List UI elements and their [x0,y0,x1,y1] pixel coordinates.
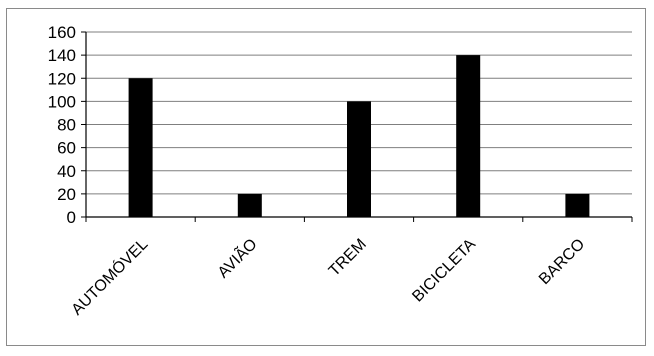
bar-trem [347,101,371,217]
x-category-label: TREM [326,236,370,280]
y-tick-label: 60 [57,139,76,158]
x-category-label: BICICLETA [409,236,479,306]
bar-automóvel [128,78,153,217]
y-tick-label: 20 [57,185,76,204]
bars [128,55,590,217]
x-category-label: AUTOMÓVEL [67,234,151,318]
y-tick-label: 0 [67,208,76,227]
y-tick-label: 80 [57,116,76,135]
y-tick-label: 120 [48,69,76,88]
y-tick-label: 160 [48,23,76,42]
bar-avião [237,193,262,217]
y-tick-label: 100 [48,92,76,111]
x-category-label: BARCO [536,236,588,288]
x-category-label: AVIÃO [213,234,261,282]
x-category-labels: AUTOMÓVEL AVIÃO TREM BICICLETA BARCO [67,234,588,319]
axes [81,31,633,222]
bar-bicicleta [456,55,481,217]
y-tick-labels: 0 20 40 60 80 100 120 140 160 [48,23,76,227]
y-tick-label: 140 [48,46,76,65]
chart-frame [6,8,646,346]
y-tick-label: 40 [57,162,76,181]
bar-barco [565,193,590,217]
